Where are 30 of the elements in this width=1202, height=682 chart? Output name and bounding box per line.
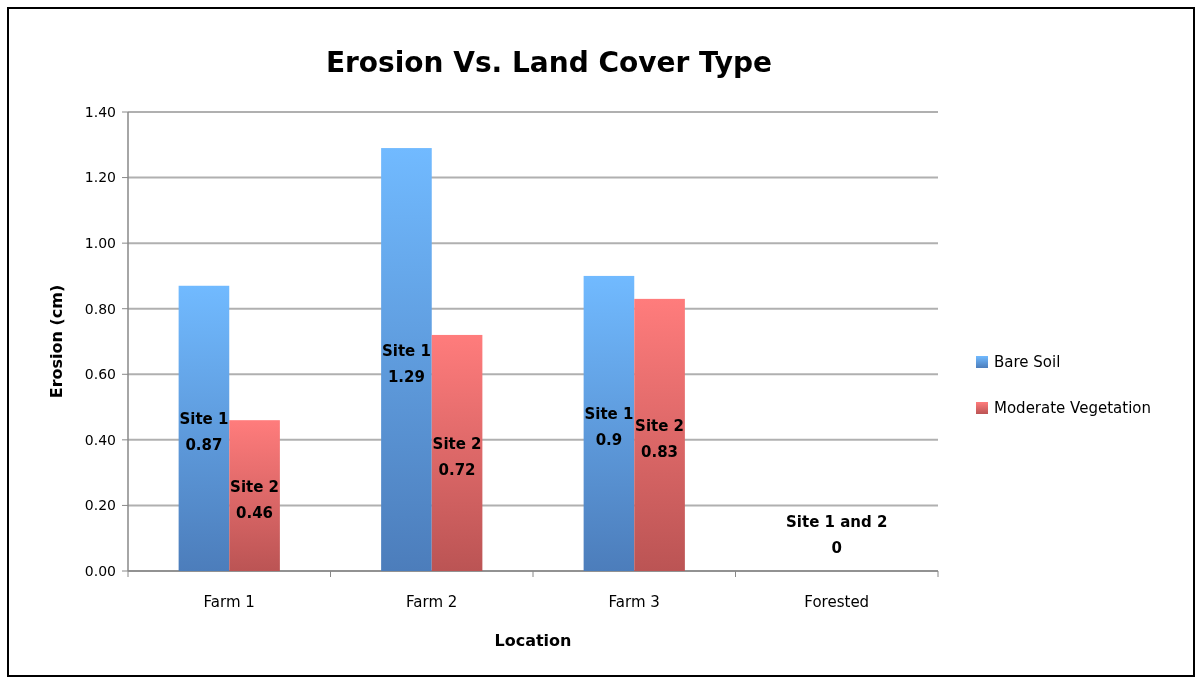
- y-tick-label: 0.40: [84, 431, 116, 448]
- data-label: Site 2 0.72: [432, 434, 482, 479]
- bar: [583, 275, 635, 571]
- y-axis-title: Erosion (cm): [47, 284, 66, 399]
- y-tick-label: 0.20: [84, 497, 116, 514]
- x-axis-title: Location: [494, 631, 572, 650]
- legend-label: Moderate Vegetation: [994, 399, 1151, 418]
- y-tick-label: 1.20: [84, 169, 116, 186]
- legend-label: Bare Soil: [994, 353, 1061, 372]
- y-tick-label: 1.40: [84, 103, 116, 120]
- bar: [178, 285, 230, 571]
- data-label: Site 1 1.29: [381, 341, 431, 386]
- x-tick-label: Forested: [804, 593, 870, 611]
- chart-title: Erosion Vs. Land Cover Type: [325, 46, 773, 79]
- y-tick-label: 0.80: [84, 300, 116, 317]
- x-tick-label: Farm 1: [203, 593, 255, 611]
- y-tick-label: 0.60: [84, 366, 116, 383]
- data-label: Site 2 0.83: [635, 416, 685, 461]
- data-label: Site 2 0.46: [230, 477, 280, 522]
- bar: [381, 148, 432, 571]
- annotation: Site 1 and 2 0: [786, 513, 888, 557]
- y-tick-label: 1.00: [84, 235, 116, 252]
- bar: [431, 334, 483, 571]
- data-label: Site 1 0.87: [179, 410, 229, 455]
- bar: [634, 298, 685, 571]
- x-tick-label: Farm 2: [406, 593, 458, 611]
- y-tick-label: 0.00: [84, 562, 116, 579]
- x-tick-label: Farm 3: [608, 593, 660, 611]
- bar: [229, 420, 280, 571]
- data-label: Site 1 0.9: [584, 405, 634, 450]
